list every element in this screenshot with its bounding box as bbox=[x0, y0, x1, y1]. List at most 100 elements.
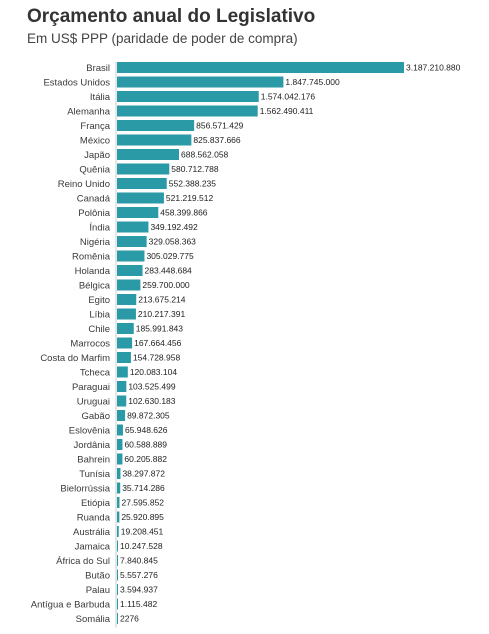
value-label: 210.217.391 bbox=[138, 309, 186, 319]
category-label: Japão bbox=[84, 150, 110, 161]
category-label: Romênia bbox=[72, 251, 111, 262]
category-label: Bielorrússia bbox=[60, 483, 110, 494]
value-label: 185.991.843 bbox=[136, 324, 184, 334]
value-label: 35.714.286 bbox=[122, 483, 165, 493]
bar bbox=[117, 134, 192, 146]
bar bbox=[117, 62, 404, 73]
bar bbox=[117, 250, 145, 262]
category-label: Bélgica bbox=[79, 280, 111, 291]
value-label: 65.948.626 bbox=[125, 425, 168, 435]
bar bbox=[117, 221, 149, 233]
value-label: 259.700.000 bbox=[142, 280, 190, 290]
bar bbox=[117, 453, 123, 465]
category-label: Ruanda bbox=[77, 512, 111, 523]
category-label: Índia bbox=[89, 222, 110, 233]
bar bbox=[117, 105, 258, 117]
bar bbox=[117, 424, 123, 436]
category-label: Palau bbox=[86, 585, 110, 596]
chart-title: Orçamento anual do Legislativo bbox=[27, 6, 316, 27]
value-label: 552.388.235 bbox=[169, 179, 217, 189]
bar bbox=[117, 569, 118, 581]
chart-subtitle: Em US$ PPP (paridade de poder de compra) bbox=[27, 31, 298, 46]
bar bbox=[117, 540, 118, 552]
value-label: 305.029.775 bbox=[146, 251, 194, 261]
category-label: França bbox=[80, 121, 110, 132]
category-label: Itália bbox=[90, 92, 111, 103]
bar bbox=[117, 366, 128, 378]
bar bbox=[117, 511, 120, 523]
bar bbox=[117, 149, 180, 160]
bar bbox=[117, 178, 167, 189]
category-label: Paraguai bbox=[72, 382, 110, 393]
category-label: Bahrein bbox=[77, 454, 110, 465]
category-label: Tunísia bbox=[79, 469, 111, 480]
value-label: 7.840.845 bbox=[120, 556, 158, 566]
category-label: Tcheca bbox=[80, 367, 111, 378]
value-label: 3.187.210.880 bbox=[406, 63, 461, 73]
value-label: 25.920.895 bbox=[121, 512, 164, 522]
bar bbox=[117, 381, 127, 392]
value-label: 349.192.492 bbox=[150, 222, 198, 232]
bar bbox=[117, 482, 121, 494]
value-label: 60.588.889 bbox=[124, 440, 167, 450]
category-label: Gabão bbox=[81, 411, 110, 422]
bar bbox=[117, 236, 147, 247]
bar bbox=[117, 584, 118, 595]
value-label: 856.571.429 bbox=[196, 121, 244, 131]
value-label: 27.595.852 bbox=[121, 498, 164, 508]
bar bbox=[117, 120, 195, 131]
bar bbox=[117, 439, 123, 450]
category-label: Eslovênia bbox=[69, 425, 111, 436]
value-label: 329.058.363 bbox=[149, 237, 197, 247]
category-label: Jamaica bbox=[75, 541, 111, 552]
category-label: Marrocos bbox=[70, 338, 110, 349]
value-label: 580.712.788 bbox=[171, 164, 219, 174]
bar bbox=[117, 337, 133, 349]
value-label: 10.247.528 bbox=[120, 541, 163, 551]
bar bbox=[117, 323, 134, 334]
category-label: Brasil bbox=[86, 63, 110, 74]
bar bbox=[117, 410, 126, 421]
bar bbox=[117, 352, 131, 363]
category-label: Alemanha bbox=[67, 106, 110, 117]
bar bbox=[117, 497, 120, 508]
bar bbox=[117, 526, 119, 537]
category-label: Antígua e Barbuda bbox=[31, 599, 111, 610]
value-label: 102.630.183 bbox=[128, 396, 176, 406]
category-label: Líbia bbox=[89, 309, 110, 320]
value-label: 19.208.451 bbox=[121, 527, 164, 537]
category-label: Quênia bbox=[79, 164, 110, 175]
bars-group: Brasil 3.187.210.880 Estados Unidos 1.847.7… bbox=[31, 62, 461, 625]
bar bbox=[117, 207, 159, 218]
value-label: 89.872.305 bbox=[127, 411, 170, 421]
bar bbox=[117, 555, 118, 566]
value-label: 1.115.482 bbox=[120, 599, 157, 609]
value-label: 1.562.490.411 bbox=[260, 106, 314, 116]
value-label: 38.297.872 bbox=[122, 469, 165, 479]
category-label: Canadá bbox=[77, 193, 111, 204]
category-label: Austrália bbox=[73, 527, 111, 538]
bar bbox=[117, 279, 141, 291]
value-label: 283.448.684 bbox=[145, 266, 193, 276]
bar bbox=[117, 294, 137, 305]
value-label: 5.557.276 bbox=[120, 570, 158, 580]
value-label: 458.399.866 bbox=[160, 208, 208, 218]
category-label: Egito bbox=[88, 295, 110, 306]
value-label: 825.837.666 bbox=[193, 135, 241, 145]
category-label: Somália bbox=[76, 614, 111, 625]
category-label: Holanda bbox=[75, 266, 111, 277]
bar bbox=[117, 76, 284, 88]
category-label: Polônia bbox=[78, 208, 110, 219]
category-label: Uruguai bbox=[77, 396, 110, 407]
bar bbox=[117, 395, 127, 407]
value-label: 120.083.104 bbox=[130, 367, 178, 377]
value-label: 1.574.042.176 bbox=[261, 92, 316, 102]
bar bbox=[117, 91, 259, 102]
category-label: África do Sul bbox=[56, 556, 110, 567]
value-label: 167.664.456 bbox=[134, 338, 182, 348]
bar bbox=[117, 613, 118, 624]
value-label: 1.847.745.000 bbox=[285, 77, 340, 87]
value-label: 213.675.214 bbox=[138, 295, 186, 305]
category-label: Costa do Marfim bbox=[40, 353, 110, 364]
